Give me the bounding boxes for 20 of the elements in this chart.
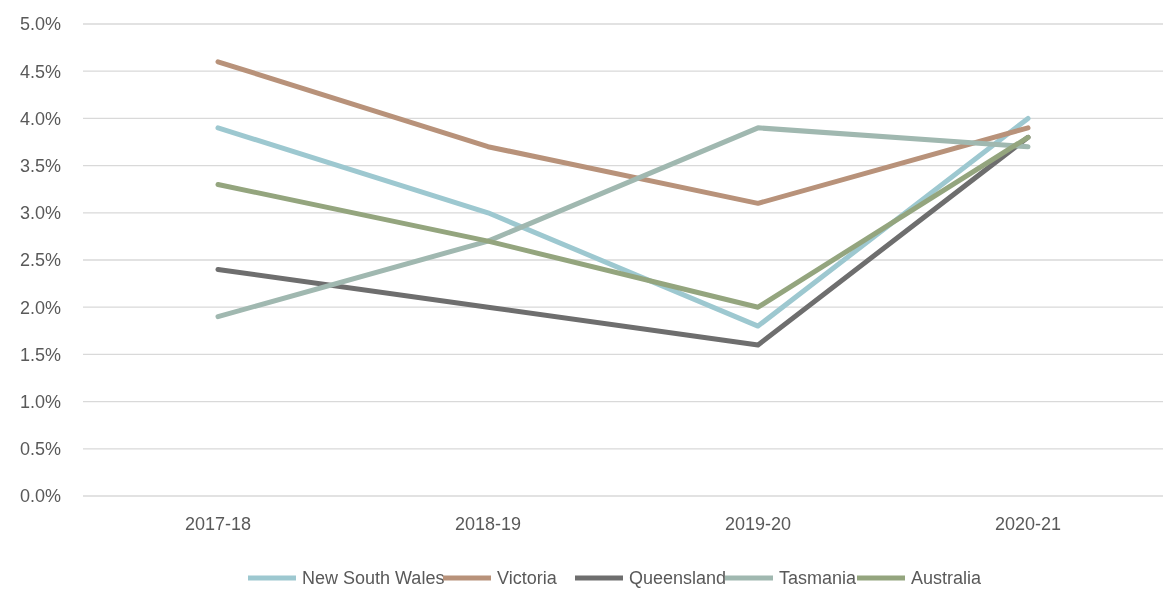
x-tick-label: 2019-20 bbox=[724, 514, 792, 534]
y-tick-label: 3.0% bbox=[19, 203, 61, 224]
legend-label: Queensland bbox=[629, 568, 727, 589]
legend-label: Victoria bbox=[497, 568, 558, 589]
y-tick-label: 3.5% bbox=[19, 155, 61, 176]
y-tick-label: 5.0% bbox=[19, 14, 61, 35]
y-tick-label: 0.0% bbox=[19, 486, 61, 507]
legend-label: Australia bbox=[911, 568, 983, 589]
y-tick-label: 4.5% bbox=[19, 61, 61, 82]
x-tick-label: 2018-19 bbox=[454, 514, 522, 534]
x-tick-label: 2017-18 bbox=[184, 514, 252, 534]
y-tick-label: 1.0% bbox=[19, 391, 61, 412]
y-tick-label: 2.0% bbox=[19, 297, 61, 318]
legend-label: New South Wales bbox=[302, 568, 445, 589]
y-tick-label: 2.5% bbox=[19, 250, 61, 271]
y-tick-label: 1.5% bbox=[19, 344, 61, 365]
x-tick-label: 2020-21 bbox=[994, 514, 1062, 534]
y-tick-label: 0.5% bbox=[19, 439, 61, 460]
legend-label: Tasmania bbox=[779, 568, 858, 589]
y-tick-label: 4.0% bbox=[19, 108, 61, 129]
